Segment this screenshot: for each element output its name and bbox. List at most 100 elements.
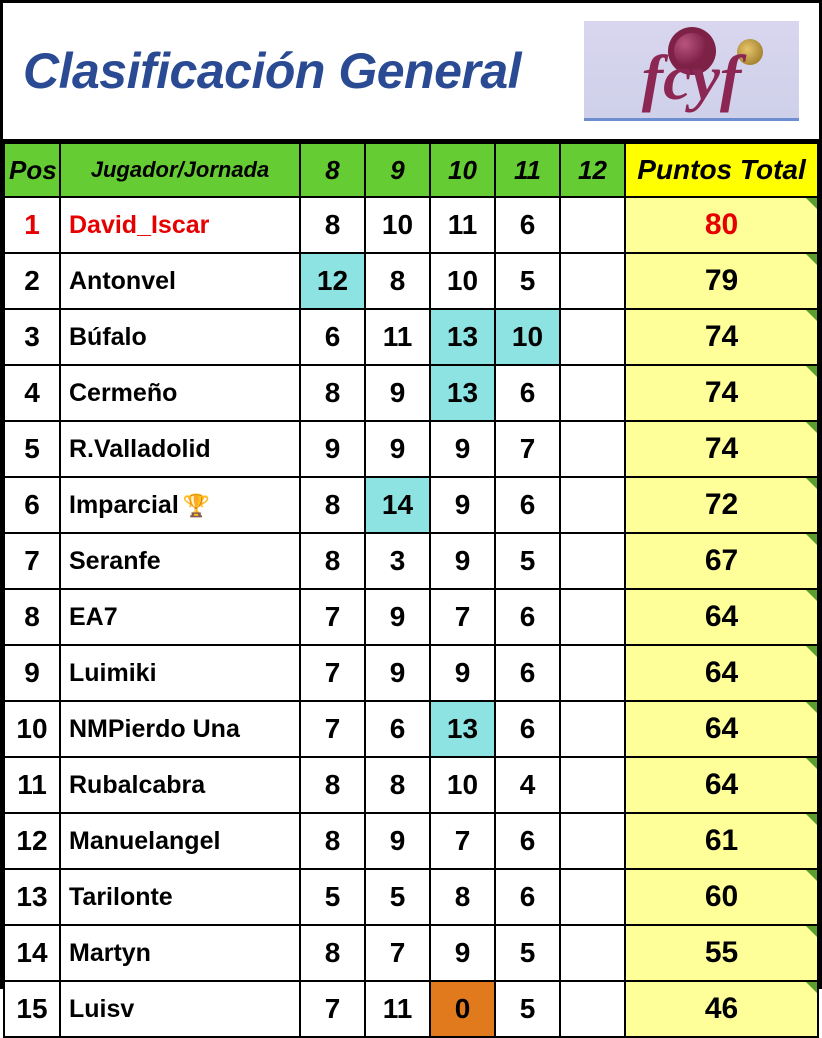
score-cell: 5 xyxy=(495,533,560,589)
player-name: Seranfe xyxy=(69,547,161,575)
player-name: Luisv xyxy=(69,995,134,1023)
score-cell: 6 xyxy=(365,701,430,757)
trophy-icon: 🏆 xyxy=(183,493,210,518)
player-cell: Tarilonte xyxy=(60,869,300,925)
score-cell: 7 xyxy=(430,589,495,645)
score-cell xyxy=(560,421,625,477)
total-cell: 74 xyxy=(625,421,818,477)
player-cell: Cermeño xyxy=(60,365,300,421)
player-cell: Manuelangel xyxy=(60,813,300,869)
score-cell: 3 xyxy=(365,533,430,589)
table-row: 10NMPierdo Una7613664 xyxy=(4,701,818,757)
total-cell: 60 xyxy=(625,869,818,925)
score-cell xyxy=(560,533,625,589)
player-cell: David_Iscar xyxy=(60,197,300,253)
score-cell xyxy=(560,701,625,757)
total-cell: 55 xyxy=(625,925,818,981)
player-name: Antonvel xyxy=(69,267,176,295)
score-cell: 12 xyxy=(300,253,365,309)
score-cell xyxy=(560,309,625,365)
total-cell: 64 xyxy=(625,757,818,813)
score-cell xyxy=(560,757,625,813)
table-row: 2Antonvel12810579 xyxy=(4,253,818,309)
score-cell: 7 xyxy=(430,813,495,869)
score-cell: 9 xyxy=(430,925,495,981)
score-cell: 6 xyxy=(495,197,560,253)
total-cell: 80 xyxy=(625,197,818,253)
score-cell: 7 xyxy=(300,645,365,701)
score-cell: 10 xyxy=(430,253,495,309)
standings-card: Clasificación General fcyf Pos Jugador/J… xyxy=(0,0,822,989)
score-cell: 11 xyxy=(430,197,495,253)
score-cell: 5 xyxy=(495,925,560,981)
score-cell: 6 xyxy=(495,813,560,869)
total-cell: 67 xyxy=(625,533,818,589)
score-cell: 5 xyxy=(365,869,430,925)
score-cell: 10 xyxy=(365,197,430,253)
pos-cell: 8 xyxy=(4,589,60,645)
table-row: 9Luimiki799664 xyxy=(4,645,818,701)
page-title: Clasificación General xyxy=(23,42,521,100)
score-cell: 7 xyxy=(300,981,365,1037)
pos-cell: 13 xyxy=(4,869,60,925)
total-cell: 79 xyxy=(625,253,818,309)
table-row: 5R.Valladolid999774 xyxy=(4,421,818,477)
player-name: EA7 xyxy=(69,603,118,631)
score-cell xyxy=(560,813,625,869)
table-row: 14Martyn879555 xyxy=(4,925,818,981)
score-cell: 11 xyxy=(365,309,430,365)
score-cell: 14 xyxy=(365,477,430,533)
col-j11: 11 xyxy=(495,143,560,197)
score-cell: 8 xyxy=(430,869,495,925)
player-name: Tarilonte xyxy=(69,883,173,911)
score-cell: 6 xyxy=(495,869,560,925)
score-cell: 9 xyxy=(300,421,365,477)
score-cell xyxy=(560,477,625,533)
standings-table: Pos Jugador/Jornada 8 9 10 11 12 Puntos … xyxy=(3,142,819,1038)
pos-cell: 2 xyxy=(4,253,60,309)
total-cell: 46 xyxy=(625,981,818,1037)
score-cell: 0 xyxy=(430,981,495,1037)
score-cell: 9 xyxy=(430,533,495,589)
total-cell: 74 xyxy=(625,365,818,421)
player-cell: Antonvel xyxy=(60,253,300,309)
player-cell: Luisv xyxy=(60,981,300,1037)
federation-logo: fcyf xyxy=(584,21,799,121)
score-cell: 7 xyxy=(300,589,365,645)
pos-cell: 9 xyxy=(4,645,60,701)
total-cell: 64 xyxy=(625,701,818,757)
table-row: 3Búfalo611131074 xyxy=(4,309,818,365)
col-total: Puntos Total xyxy=(625,143,818,197)
pos-cell: 5 xyxy=(4,421,60,477)
score-cell xyxy=(560,925,625,981)
table-row: 11Rubalcabra8810464 xyxy=(4,757,818,813)
pos-cell: 6 xyxy=(4,477,60,533)
pos-cell: 3 xyxy=(4,309,60,365)
score-cell: 9 xyxy=(430,421,495,477)
player-cell: R.Valladolid xyxy=(60,421,300,477)
score-cell: 13 xyxy=(430,309,495,365)
player-cell: Luimiki xyxy=(60,645,300,701)
pos-cell: 12 xyxy=(4,813,60,869)
score-cell: 9 xyxy=(365,645,430,701)
score-cell xyxy=(560,589,625,645)
table-row: 7Seranfe839567 xyxy=(4,533,818,589)
player-cell: Rubalcabra xyxy=(60,757,300,813)
score-cell: 7 xyxy=(365,925,430,981)
player-name: David_Iscar xyxy=(69,211,209,239)
player-name: Imparcial xyxy=(69,491,179,519)
score-cell: 9 xyxy=(365,589,430,645)
score-cell: 6 xyxy=(300,309,365,365)
score-cell: 7 xyxy=(495,421,560,477)
score-cell: 9 xyxy=(365,365,430,421)
score-cell: 6 xyxy=(495,589,560,645)
score-cell: 9 xyxy=(430,477,495,533)
player-cell: Búfalo xyxy=(60,309,300,365)
score-cell: 5 xyxy=(495,981,560,1037)
total-cell: 74 xyxy=(625,309,818,365)
player-cell: Imparcial🏆 xyxy=(60,477,300,533)
player-name: NMPierdo Una xyxy=(69,715,240,743)
player-name: Búfalo xyxy=(69,323,147,351)
player-name: Rubalcabra xyxy=(69,771,205,799)
total-cell: 72 xyxy=(625,477,818,533)
